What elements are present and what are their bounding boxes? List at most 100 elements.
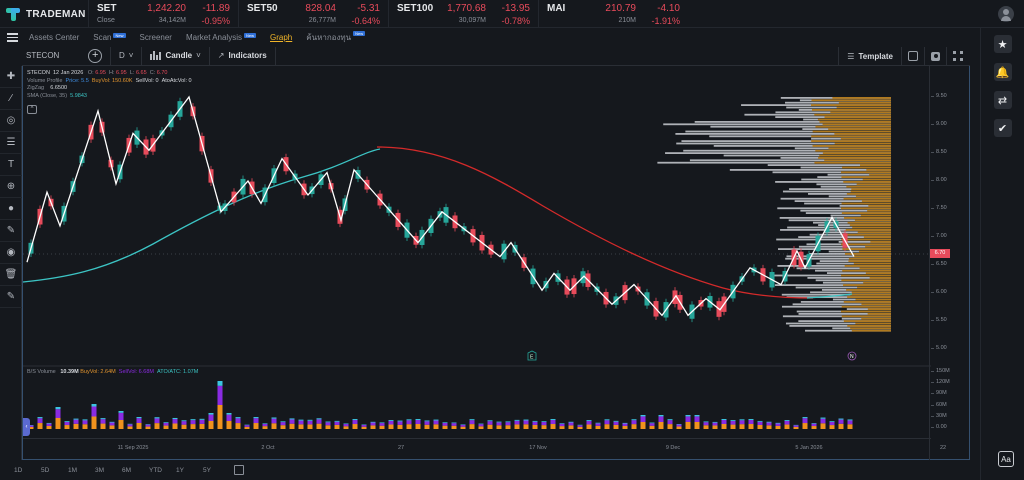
new-badge: New [244,33,257,38]
edit-tool[interactable]: ✎ [0,286,22,308]
legend-date: 12 Jan 2026 [52,70,84,76]
nav-screener[interactable]: Screener [140,33,172,42]
trash-icon: 🗑 [4,269,18,280]
snapshot-button[interactable] [925,51,946,61]
nav-assets-center[interactable]: Assets Center [29,33,79,42]
ticker-name: SET50 [247,3,278,14]
text-tool[interactable]: T [0,154,22,176]
calendar-icon[interactable] [234,465,244,475]
earnings-marker[interactable]: E [527,350,537,361]
high-label: H [108,70,113,76]
range-1m[interactable]: 1M [68,466,78,474]
spiral-icon: ◎ [6,115,16,126]
ticker-volume: 210M [618,17,636,24]
template-button[interactable]: ☰ Template [839,52,901,61]
nav-label: Graph [270,33,293,42]
alerts-button[interactable]: 🔔 [993,63,1012,81]
price-tick: 5.00 [931,345,947,351]
news-marker[interactable]: N [847,351,857,361]
nav-graph[interactable]: Graph [270,33,292,42]
ticker-change: -13.95 [501,3,530,14]
time-tick: 9 Dec [665,445,681,451]
chart-type-dropdown[interactable]: Candle ˅ [142,51,208,60]
nav-label: ค้นหากองทุน [306,33,352,42]
ticker-set50[interactable]: SET50 828.04 -5.31 26,777M -0.64% [238,0,388,28]
nav-market-analysis[interactable]: Market Analysis New [186,33,257,42]
divider [141,46,143,65]
zigzag-line [26,95,855,317]
volume-profile [657,97,891,332]
price-axis[interactable]: 9.50 9.00 8.50 8.00 7.50 7.00 6.50 6.00 … [929,66,969,460]
ticker-volume: 30,097M [458,17,486,24]
ticker-set[interactable]: SET 1,242.20 -11.89 Close 34,142M -0.95% [88,0,238,28]
logo[interactable]: TRADEMAN [0,0,88,28]
vp-sell-label: SellVol: [135,77,154,84]
nav-scan[interactable]: Scan New [93,33,126,42]
camera-icon [931,51,940,61]
fib-tool[interactable]: ◎ [0,110,22,132]
marker-tool[interactable]: ● [0,198,22,220]
time-axis[interactable]: 11 Sep 2025 2 Oct 27 17 Nov 9 Dec 5 Jan … [23,438,946,460]
collapse-legend-button[interactable]: ^ [27,105,37,114]
nav-fund-search[interactable]: ค้นหากองทุน New [306,31,366,44]
delete-tool[interactable]: 🗑 [0,264,22,286]
user-avatar[interactable] [998,6,1014,22]
indicators-button[interactable]: ↗ Indicators [210,51,275,60]
price-tick: 7.50 [931,205,947,211]
ticker-name: SET100 [397,3,434,14]
chart-area[interactable]: E N STECON 12 Jan 2026 O: 6.95 H: 6.95 L… [22,66,970,460]
expand-panel-button[interactable]: ‹ [23,418,30,436]
price-tick: 6.00 [931,289,947,295]
checklist-button[interactable]: ✔ [993,119,1012,137]
range-6m[interactable]: 6M [122,466,132,474]
line-tool[interactable]: ∕ [0,88,22,110]
chart-toolbar: STECON D˅ Candle ˅ ↗ Indicators ☰Templat… [22,46,970,66]
vol-buy-label: BuyVol: [80,369,99,375]
price-tick: 6.50 [931,261,947,267]
app-name: TRADEMAN [26,8,86,20]
price-tick: 9.00 [931,121,947,127]
ticker-change: -11.89 [202,3,230,14]
ticker-price: 1,242.20 [147,3,186,14]
interval-dropdown[interactable]: D ˅ [111,51,141,60]
time-tick: 5 Jan 2026 [795,445,823,451]
fullscreen-button[interactable] [947,50,970,62]
divider [924,47,925,65]
zoom-tool[interactable]: ⊕ [0,176,22,198]
indicators-icon: ↗ [217,51,225,60]
range-3m[interactable]: 3M [95,466,105,474]
price-tick: 8.50 [931,149,947,155]
volume-tick: 150M [931,368,950,374]
symbol-input[interactable]: STECON [26,51,60,60]
range-5y[interactable]: 5Y [203,466,211,474]
sma-line [23,148,381,283]
range-ytd[interactable]: YTD [149,466,162,474]
add-symbol-button[interactable] [88,48,102,63]
logo-icon [6,6,22,22]
eye-tool[interactable]: ◉ [0,242,22,264]
menu-icon[interactable] [0,33,22,42]
star-icon: ★ [997,38,1008,51]
watchlist-button[interactable]: ★ [993,35,1012,53]
bell-icon: 🔔 [995,66,1010,79]
range-1y[interactable]: 1Y [176,466,184,474]
pattern-tool[interactable]: ☰ [0,132,22,154]
font-size-button[interactable]: Aa [998,451,1014,467]
vol-sell: 6.68M [138,369,154,375]
layout-button[interactable] [902,51,924,61]
divider [946,47,947,65]
divider [838,47,840,65]
eye-icon: ◉ [6,247,16,258]
volume-bars [28,381,853,429]
crosshair-tool[interactable]: ✚ [0,66,22,88]
brush-tool[interactable]: ✎ [0,220,22,242]
compare-button[interactable]: ⇄ [993,91,1012,109]
crosshair-icon: ✚ [6,71,16,82]
range-5d[interactable]: 5D [41,466,50,474]
pattern-icon: ☰ [6,137,16,148]
range-1d[interactable]: 1D [14,466,23,474]
sma-value: 5.9843 [70,92,87,99]
ticker-set100[interactable]: SET100 1,770.68 -13.95 30,097M -0.78% [388,0,538,28]
price-tick: 8.00 [931,177,947,183]
ticker-mai[interactable]: MAI 210.79 -4.10 210M -1.91% [538,0,688,28]
